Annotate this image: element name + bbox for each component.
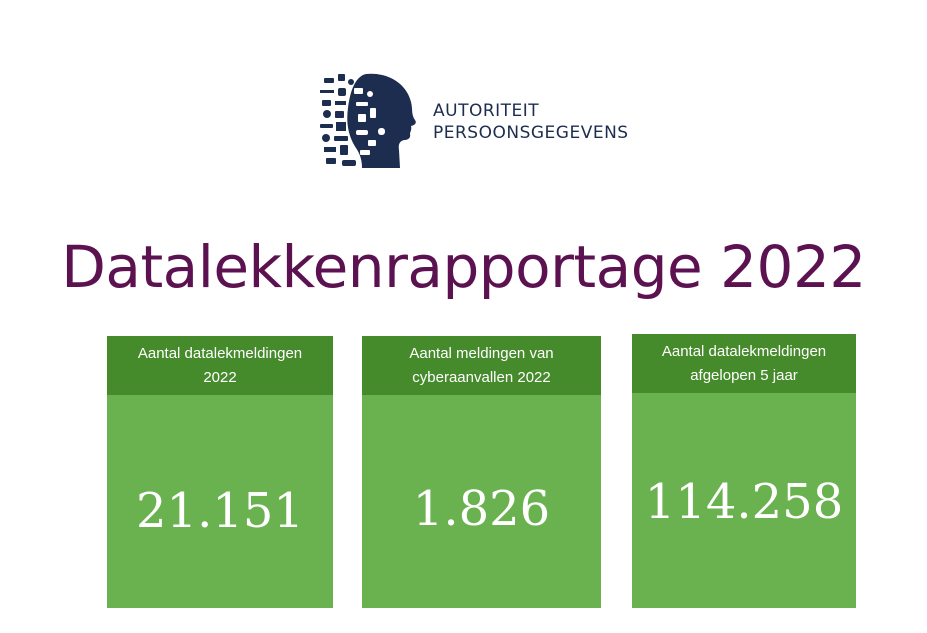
page-title: Datalekkenrapportage 2022 xyxy=(61,233,866,301)
stat-card-value: 21.151 xyxy=(136,483,304,539)
stat-card-label-line-1: Aantal meldingen van xyxy=(409,345,554,362)
logo-line-2: PERSOONSGEGEVENS xyxy=(433,123,629,143)
logo-wordmark: AUTORITEIT PERSOONSGEGEVENS xyxy=(433,100,629,144)
stat-card-value: 1.826 xyxy=(412,481,551,537)
stat-card-header: Aantal meldingen van cyberaanvallen 2022 xyxy=(362,336,601,395)
logo-line-1: AUTORITEIT xyxy=(433,101,540,121)
stat-card-label-line-1: Aantal datalekmeldingen xyxy=(661,343,827,360)
stat-card-vijf-jaar: Aantal datalekmeldingen afgelopen 5 jaar… xyxy=(632,334,856,608)
stat-card-label-line-2: afgelopen 5 jaar xyxy=(690,367,798,384)
stat-card-cyberaanvallen: Aantal meldingen van cyberaanvallen 2022… xyxy=(362,336,601,608)
stat-card-header: Aantal datalekmeldingen afgelopen 5 jaar xyxy=(632,334,856,393)
profile-head-collage-icon xyxy=(320,73,416,168)
stat-card-label-line-2: cyberaanvallen 2022 xyxy=(412,369,551,386)
stat-card-value: 114.258 xyxy=(644,474,844,530)
stat-card-label-line-2: 2022 xyxy=(203,369,237,386)
stat-card-label-line-1: Aantal datalekmeldingen xyxy=(137,345,303,362)
logo: AUTORITEIT PERSOONSGEGEVENS xyxy=(318,70,628,170)
stat-card-header: Aantal datalekmeldingen 2022 xyxy=(107,336,333,395)
stat-card-datalekmeldingen: Aantal datalekmeldingen 2022 21.151 xyxy=(107,336,333,608)
